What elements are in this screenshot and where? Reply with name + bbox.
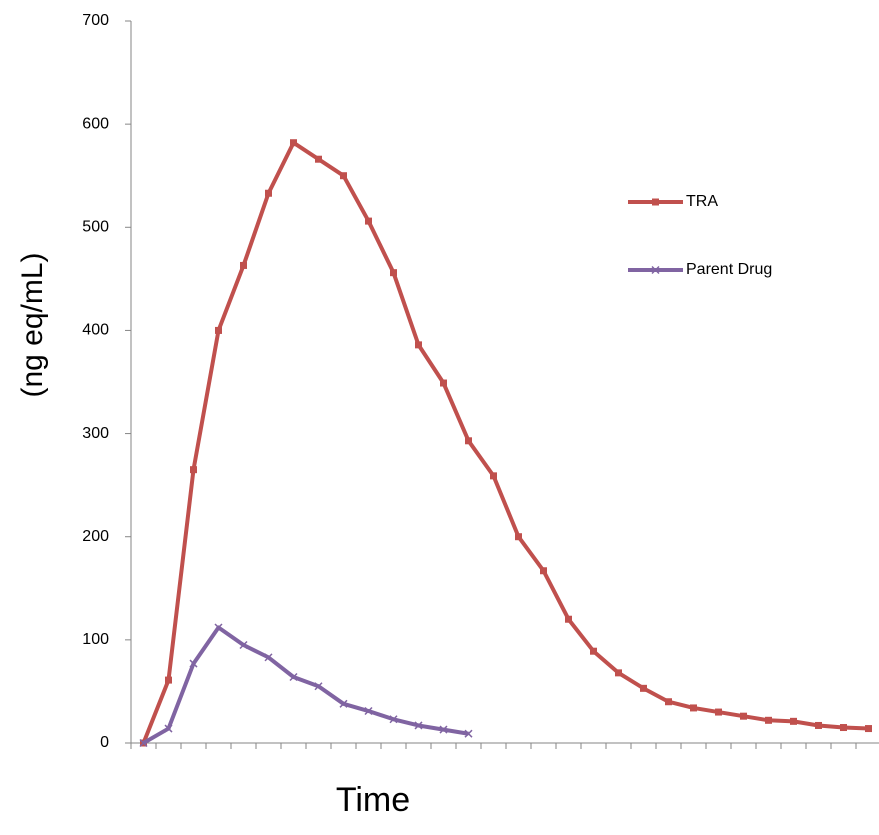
marker (314, 682, 323, 691)
marker (565, 615, 572, 623)
marker (265, 189, 272, 197)
marker (665, 698, 672, 706)
y-axis-label: (ng eq/mL) (16, 252, 49, 397)
marker (640, 684, 647, 692)
marker (740, 712, 747, 720)
marker (439, 725, 448, 734)
marker (790, 717, 797, 725)
marker (690, 704, 697, 712)
y-tick-label: 200 (82, 528, 109, 545)
marker (414, 721, 423, 730)
marker (315, 155, 322, 163)
marker (464, 729, 473, 738)
marker (339, 699, 348, 708)
marker (215, 326, 222, 334)
marker (165, 676, 172, 684)
marker (239, 640, 248, 650)
marker (540, 567, 547, 575)
marker (415, 341, 422, 349)
marker (815, 721, 822, 729)
marker (515, 533, 522, 541)
marker (615, 669, 622, 677)
marker (390, 269, 397, 277)
legend-label: TRA (686, 193, 718, 210)
marker (590, 647, 597, 655)
marker (865, 725, 872, 733)
series-line (142, 625, 469, 745)
marker (189, 659, 198, 668)
y-tick-label: 600 (82, 115, 109, 132)
marker (389, 715, 398, 724)
y-tick-label: 100 (82, 631, 109, 648)
marker (840, 724, 847, 732)
marker (190, 466, 197, 474)
marker (240, 261, 247, 269)
marker (440, 379, 447, 387)
marker (214, 623, 223, 632)
marker (264, 653, 273, 662)
marker (765, 716, 772, 724)
marker (290, 139, 297, 147)
y-tick-label: 500 (82, 219, 109, 236)
y-tick-label: 300 (82, 425, 109, 442)
marker (652, 198, 659, 206)
marker (340, 172, 347, 180)
marker (364, 706, 373, 716)
marker (465, 437, 472, 445)
marker (715, 708, 722, 716)
marker (651, 265, 660, 275)
marker (365, 217, 372, 225)
y-tick-label: 0 (100, 734, 109, 751)
y-tick-label: 700 (82, 12, 109, 29)
marker (289, 672, 298, 682)
marker (139, 738, 148, 748)
legend-label: Parent Drug (686, 261, 772, 278)
y-tick-label: 400 (82, 322, 109, 339)
marker (490, 472, 497, 480)
x-axis-label: Time (336, 781, 410, 819)
series-line (141, 140, 869, 744)
marker (164, 724, 173, 733)
